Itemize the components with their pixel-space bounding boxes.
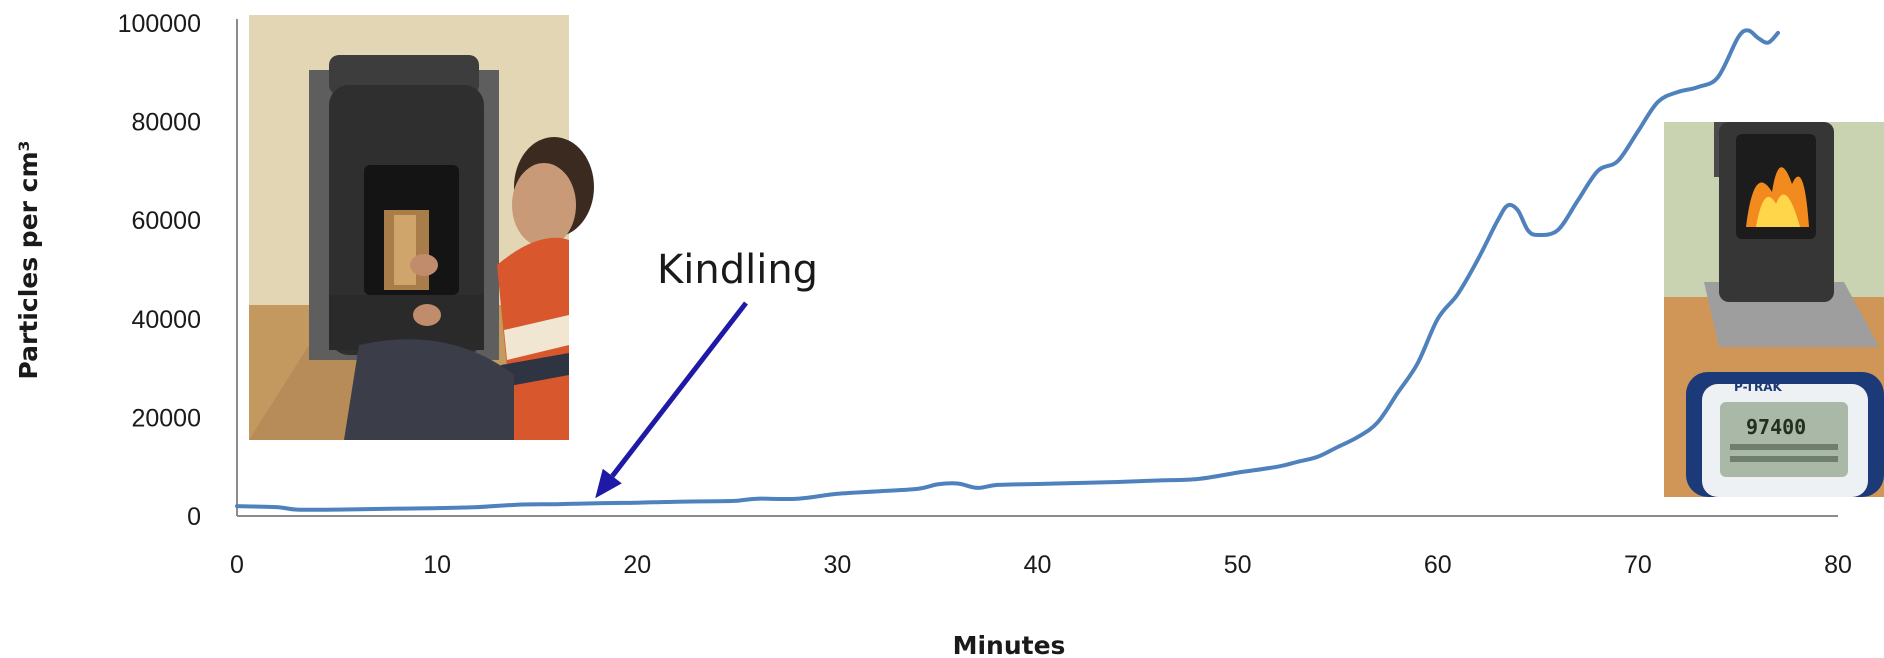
y-tick-label: 40000 bbox=[131, 306, 201, 334]
burning-stove-photo: P-TRAK 97400 bbox=[1664, 122, 1884, 497]
stove-loading-photo bbox=[249, 15, 594, 440]
annotation-arrow-shaft bbox=[610, 301, 748, 478]
y-tick-label: 0 bbox=[187, 503, 201, 531]
y-tick-label: 60000 bbox=[131, 207, 201, 235]
y-axis-label: Particles per cm³ bbox=[14, 140, 43, 379]
particle-counter-reading: 97400 bbox=[1746, 415, 1806, 439]
annotations: Kindling bbox=[595, 247, 818, 499]
x-tick-label: 20 bbox=[623, 551, 651, 579]
series-line bbox=[235, 28, 1780, 512]
y-tick-label: 80000 bbox=[131, 109, 201, 137]
annotation-arrow-head bbox=[595, 468, 622, 499]
x-tick-label: 40 bbox=[1024, 551, 1052, 579]
axes bbox=[236, 19, 1838, 517]
tick-labels: 0 10 20 30 40 50 60 70 80 0 20000 40000 60000 80000 10… bbox=[118, 10, 1852, 579]
x-tick-label: 50 bbox=[1224, 551, 1252, 579]
y-tick-label: 100000 bbox=[118, 10, 201, 38]
axis-titles: Minutes Particles per cm³ bbox=[14, 140, 1065, 658]
x-tick-label: 10 bbox=[423, 551, 451, 579]
x-tick-label: 70 bbox=[1624, 551, 1652, 579]
x-tick-label: 60 bbox=[1424, 551, 1452, 579]
x-tick-label: 30 bbox=[823, 551, 851, 579]
series-lines bbox=[235, 28, 1780, 512]
x-tick-label: 80 bbox=[1824, 551, 1852, 579]
y-tick-label: 20000 bbox=[131, 404, 201, 432]
x-axis-label: Minutes bbox=[953, 631, 1066, 658]
annotation-label: Kindling bbox=[657, 247, 818, 293]
x-tick-label: 0 bbox=[230, 551, 244, 579]
particle-counter-brand: P-TRAK bbox=[1734, 380, 1783, 394]
